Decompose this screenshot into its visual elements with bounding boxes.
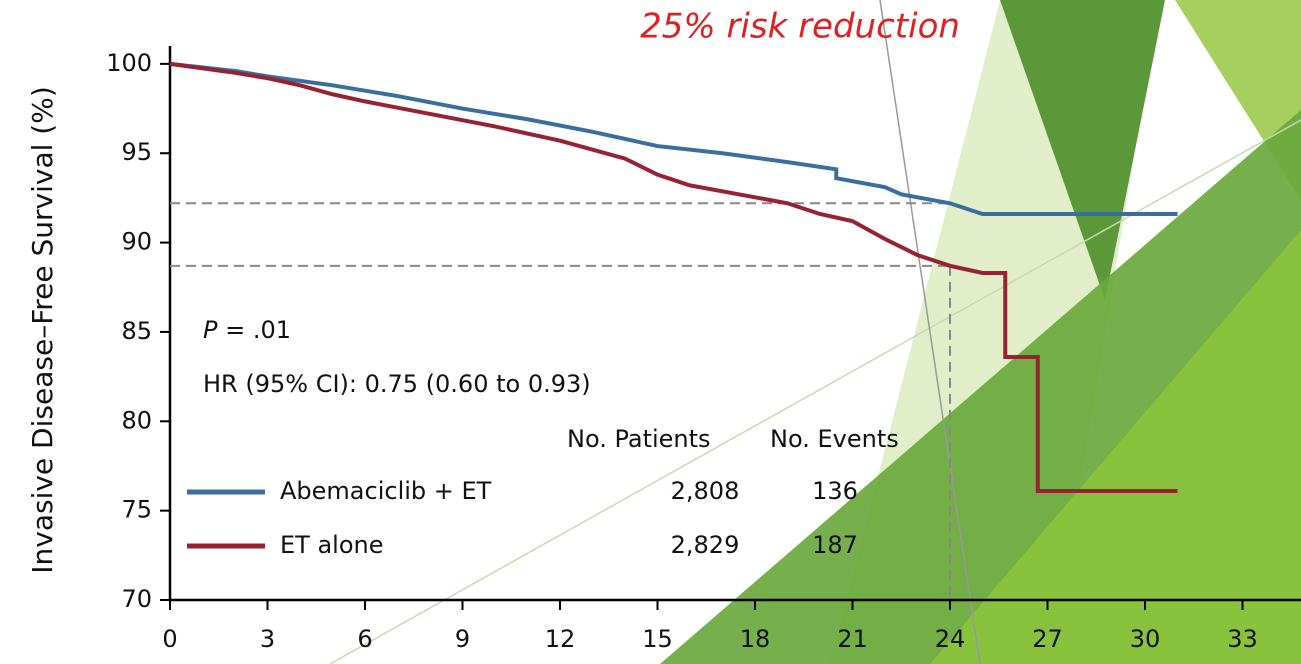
p-text: = .01 bbox=[225, 316, 291, 344]
legend-label: Abemaciclib + ET bbox=[280, 477, 492, 505]
y-tick-label: 90 bbox=[121, 228, 152, 256]
x-tick-label: 30 bbox=[1130, 625, 1161, 653]
y-tick-label: 75 bbox=[121, 496, 152, 524]
chart-title: 25% risk reduction bbox=[640, 7, 960, 47]
table-cell: 2,829 bbox=[671, 531, 740, 559]
y-tick-label: 80 bbox=[121, 406, 152, 434]
table-cell: 187 bbox=[812, 531, 858, 559]
x-tick-label: 9 bbox=[455, 625, 470, 653]
x-tick-label: 24 bbox=[935, 625, 966, 653]
x-tick-label: 6 bbox=[357, 625, 372, 653]
table-cell: 2,808 bbox=[671, 477, 740, 505]
x-tick-label: 15 bbox=[642, 625, 673, 653]
y-axis-label: Invasive Disease–Free Survival (%) bbox=[26, 86, 59, 573]
table-header: No. Patients bbox=[567, 425, 711, 453]
y-tick-label: 95 bbox=[121, 138, 152, 166]
x-tick-label: 21 bbox=[837, 625, 868, 653]
p-symbol: P bbox=[203, 316, 218, 344]
x-tick-label: 27 bbox=[1032, 625, 1063, 653]
background-decoration bbox=[330, 0, 1301, 664]
hazard-ratio: HR (95% CI): 0.75 (0.60 to 0.93) bbox=[203, 370, 591, 398]
x-tick-label: 0 bbox=[162, 625, 177, 653]
x-tick-label: 18 bbox=[740, 625, 771, 653]
chart: 25% risk reduction Invasive Disease–Free… bbox=[0, 0, 1301, 664]
p-value: P = .01 bbox=[203, 316, 291, 344]
y-tick-label: 70 bbox=[121, 585, 152, 613]
x-tick-label: 12 bbox=[545, 625, 576, 653]
x-tick-label: 3 bbox=[260, 625, 275, 653]
y-tick-label: 85 bbox=[121, 317, 152, 345]
legend-label: ET alone bbox=[280, 531, 384, 559]
x-tick-label: 33 bbox=[1227, 625, 1258, 653]
table-cell: 136 bbox=[812, 477, 858, 505]
table-header: No. Events bbox=[770, 425, 899, 453]
y-tick-label: 100 bbox=[106, 49, 152, 77]
